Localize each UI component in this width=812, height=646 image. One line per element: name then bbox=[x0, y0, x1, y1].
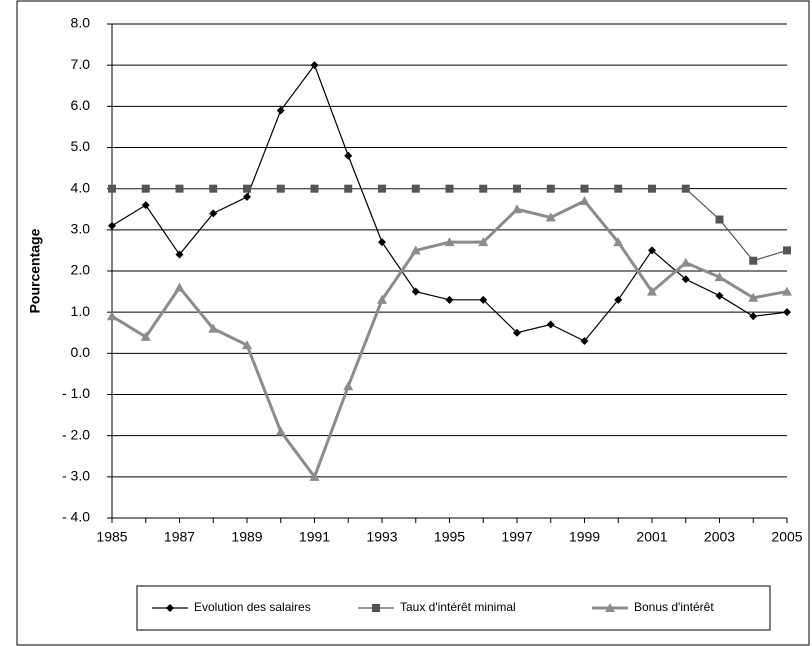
data-point bbox=[378, 184, 386, 193]
legend-marker bbox=[372, 604, 380, 612]
data-point bbox=[680, 257, 691, 267]
y-tick-label: - 1.0 bbox=[62, 385, 90, 401]
data-point bbox=[108, 221, 116, 230]
data-point bbox=[310, 61, 319, 70]
data-point bbox=[411, 184, 420, 193]
data-point bbox=[614, 295, 623, 304]
x-tick-label: 1999 bbox=[569, 529, 600, 545]
x-tick-label: 1991 bbox=[299, 529, 330, 545]
data-point bbox=[174, 282, 185, 292]
data-point bbox=[141, 201, 150, 210]
y-tick-label: 7.0 bbox=[71, 56, 91, 72]
data-point bbox=[714, 272, 725, 282]
data-point bbox=[613, 237, 624, 247]
data-point bbox=[647, 286, 657, 296]
y-tick-label: 2.0 bbox=[71, 262, 91, 278]
data-point bbox=[243, 192, 251, 201]
data-point bbox=[681, 275, 690, 284]
data-point bbox=[107, 311, 117, 321]
y-tick-label: - 3.0 bbox=[62, 468, 90, 484]
data-point bbox=[276, 184, 285, 193]
y-tick-label: - 4.0 bbox=[62, 509, 90, 525]
legend-box bbox=[136, 585, 771, 631]
data-point bbox=[512, 204, 522, 214]
data-point bbox=[175, 184, 184, 193]
data-point bbox=[141, 184, 150, 193]
data-point bbox=[445, 184, 454, 193]
data-point bbox=[444, 237, 455, 247]
data-point bbox=[410, 245, 421, 255]
y-tick-label: 6.0 bbox=[71, 97, 91, 113]
data-point bbox=[378, 238, 386, 247]
data-point bbox=[276, 106, 285, 115]
data-point bbox=[208, 323, 219, 333]
data-point bbox=[749, 256, 758, 265]
legend-label: Taux d'intérêt minimal bbox=[400, 600, 516, 614]
x-tick-label: 1993 bbox=[366, 529, 397, 545]
data-point bbox=[108, 184, 116, 193]
data-point bbox=[242, 340, 252, 350]
data-point bbox=[175, 250, 184, 259]
data-point bbox=[513, 184, 521, 193]
data-point bbox=[513, 328, 521, 337]
data-point bbox=[140, 331, 151, 341]
y-tick-label: - 2.0 bbox=[62, 426, 90, 442]
data-point bbox=[545, 212, 556, 222]
data-point bbox=[783, 246, 791, 255]
data-point bbox=[783, 308, 791, 317]
x-tick-label: 1989 bbox=[231, 529, 262, 545]
y-tick-label: 5.0 bbox=[71, 138, 91, 154]
legend-marker bbox=[605, 603, 615, 612]
data-point bbox=[715, 291, 724, 300]
y-tick-label: 1.0 bbox=[71, 303, 91, 319]
series-line bbox=[112, 188, 788, 262]
data-point bbox=[748, 292, 759, 302]
x-tick-label: 2005 bbox=[771, 529, 802, 545]
data-point bbox=[580, 336, 589, 345]
data-point bbox=[546, 320, 555, 329]
data-point bbox=[681, 184, 690, 193]
legend-label: Evolution des salaires bbox=[194, 600, 311, 614]
y-tick-label: 8.0 bbox=[71, 15, 91, 31]
data-point bbox=[580, 184, 589, 193]
data-point bbox=[310, 184, 319, 193]
data-point bbox=[309, 471, 320, 481]
legend-marker bbox=[166, 604, 174, 612]
data-point bbox=[715, 215, 724, 224]
data-point bbox=[209, 184, 218, 193]
data-point bbox=[209, 209, 218, 218]
x-tick-label: 1987 bbox=[164, 529, 195, 545]
x-tick-label: 1995 bbox=[434, 529, 465, 545]
data-point bbox=[243, 184, 251, 193]
x-tick-label: 1997 bbox=[501, 529, 532, 545]
data-point bbox=[343, 381, 354, 391]
data-point bbox=[648, 246, 656, 255]
x-tick-label: 1985 bbox=[96, 529, 127, 545]
data-point bbox=[546, 184, 555, 193]
y-tick-label: 4.0 bbox=[71, 179, 91, 195]
x-tick-label: 2001 bbox=[636, 529, 667, 545]
data-point bbox=[275, 426, 286, 436]
data-point bbox=[411, 287, 420, 296]
y-axis-title: Pourcentage bbox=[27, 228, 43, 313]
data-point bbox=[648, 184, 656, 193]
data-point bbox=[614, 184, 623, 193]
data-point bbox=[749, 312, 758, 321]
data-point bbox=[782, 286, 792, 296]
data-point bbox=[479, 184, 488, 193]
data-point bbox=[579, 196, 590, 206]
y-tick-label: 3.0 bbox=[71, 221, 91, 237]
data-point bbox=[445, 295, 454, 304]
y-tick-label: 0.0 bbox=[71, 344, 91, 360]
legend-label: Bonus d'intérêt bbox=[634, 600, 714, 614]
data-point bbox=[344, 184, 353, 193]
data-point bbox=[478, 237, 489, 247]
data-point bbox=[377, 294, 387, 304]
data-point bbox=[479, 295, 488, 304]
chart-frame bbox=[16, 0, 810, 646]
x-tick-label: 2003 bbox=[704, 529, 735, 545]
data-point bbox=[344, 151, 353, 160]
